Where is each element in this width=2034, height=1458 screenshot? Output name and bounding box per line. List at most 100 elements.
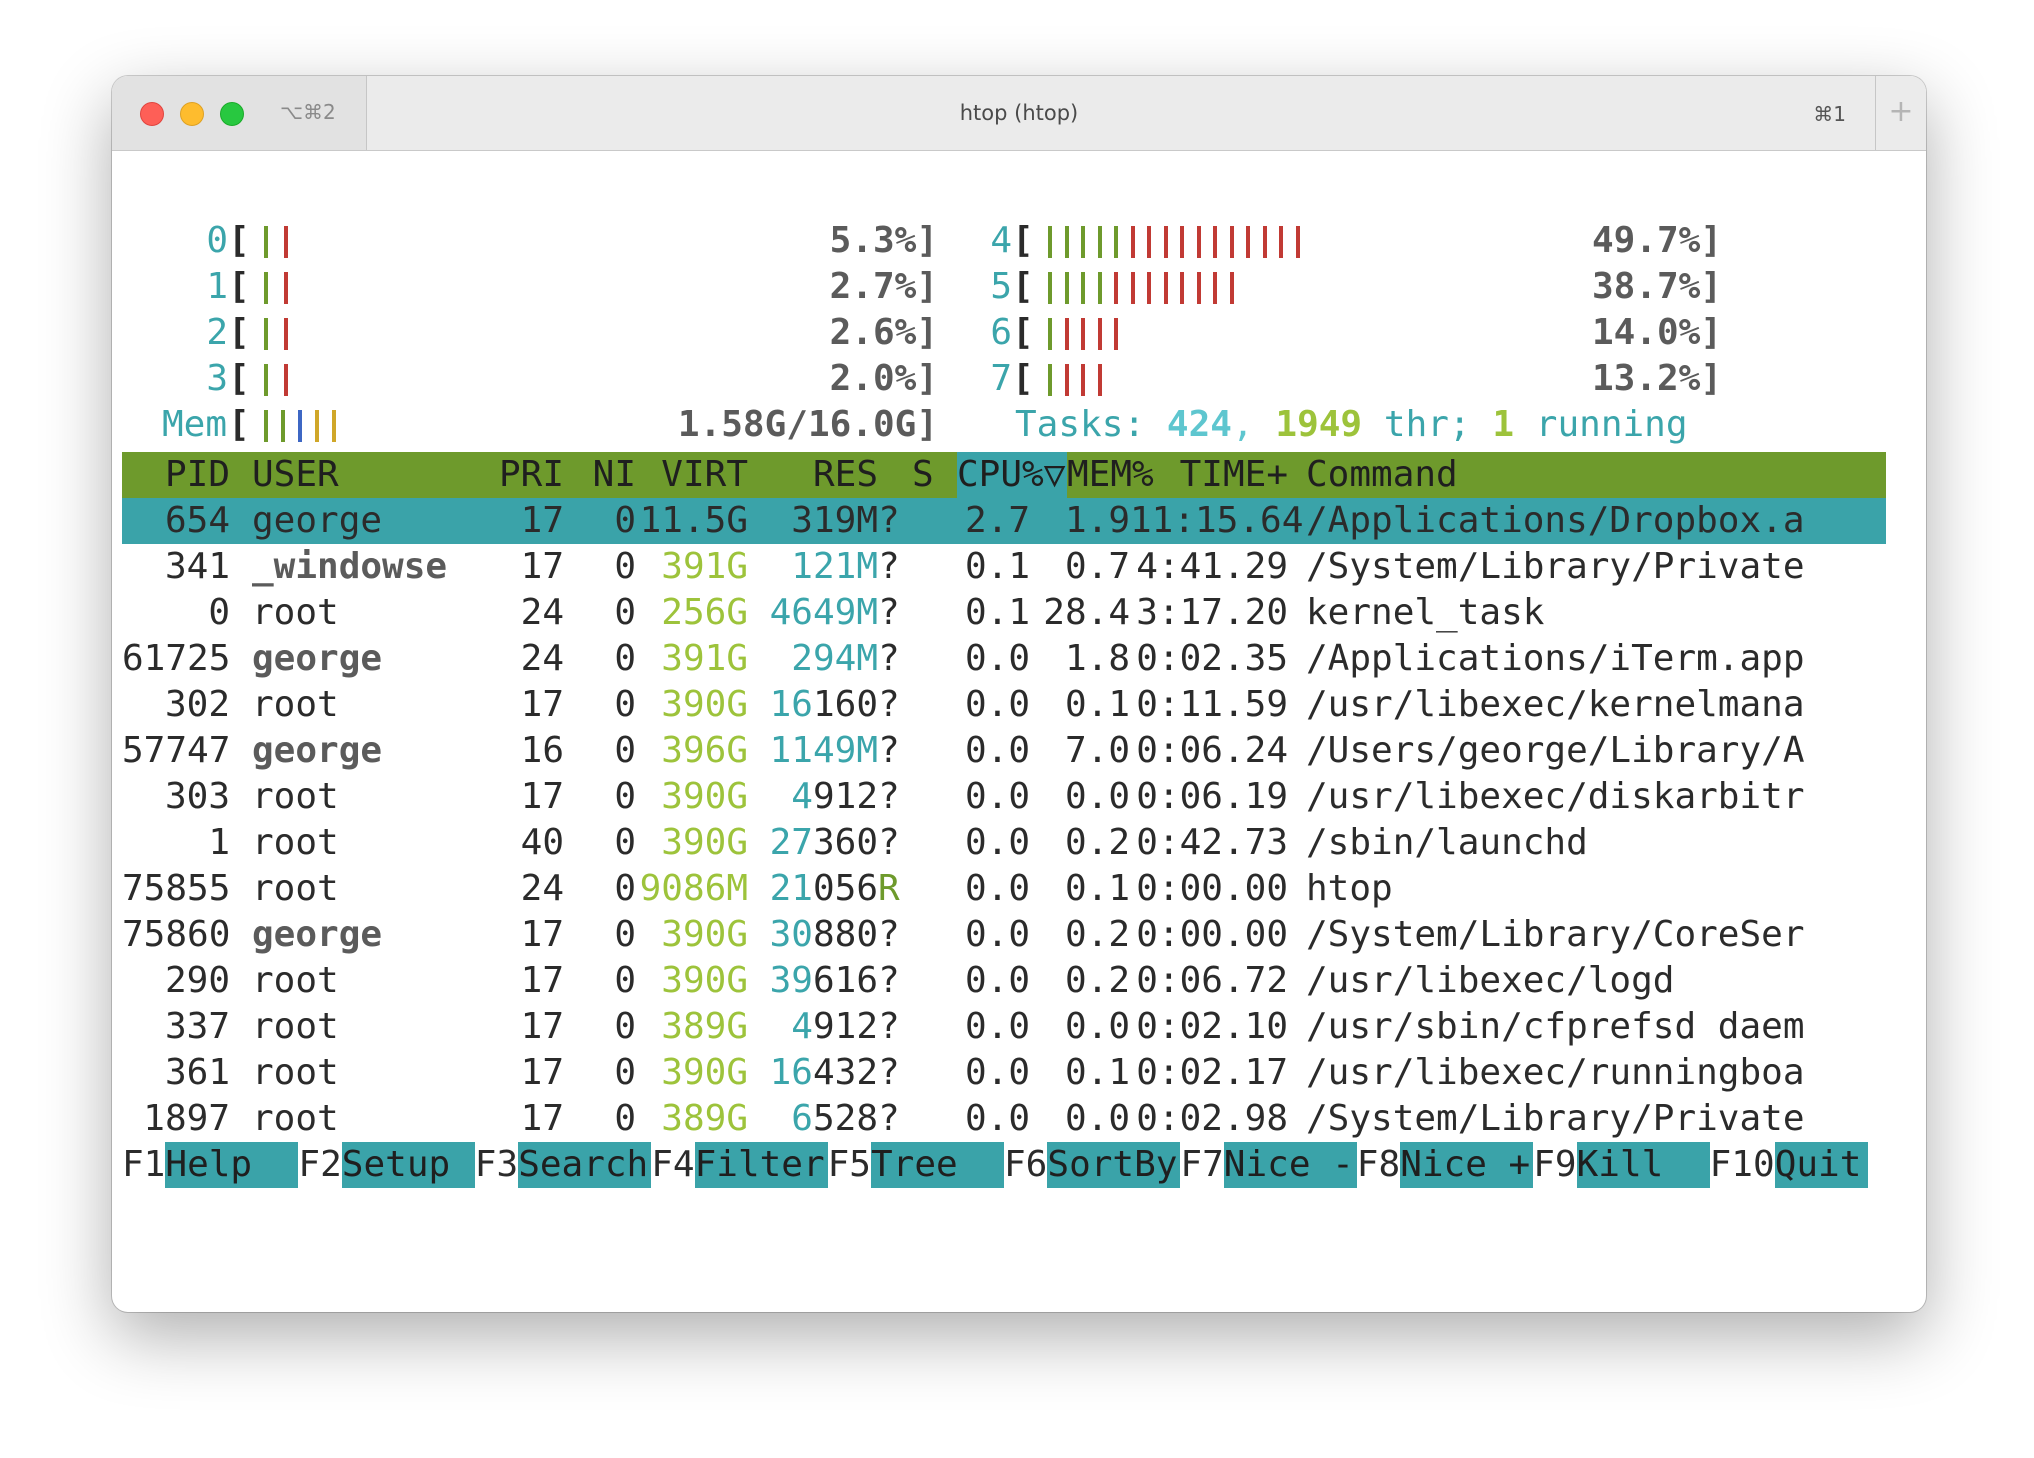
res: 21056 [748, 866, 878, 912]
command: /Applications/Dropbox.a [1306, 500, 1805, 541]
cpu-percent: 0.0 [964, 1052, 1030, 1093]
state: ? [878, 500, 900, 541]
command: /Users/george/Library/A [1306, 730, 1805, 771]
meter-open-bracket: [ [228, 266, 250, 307]
cpu-percent: 2.0%] [829, 358, 938, 399]
tab-shortcut-active: ⌘1 [1813, 102, 1846, 126]
cpu-percent: 49.7%] [1591, 220, 1722, 261]
fkey-filter-button[interactable]: Filter [694, 1142, 828, 1188]
cpu-6-bar-segment [1114, 318, 1118, 350]
header-pid[interactable]: PID [164, 454, 230, 495]
mem-bar-segment [264, 410, 268, 442]
running-label: running [1535, 404, 1688, 445]
process-row[interactable]: 0 root 24 0 256G 4649M? 0.1 28.4 3:17.20 kernel_t… [122, 590, 1886, 636]
priority: 24 [520, 638, 564, 679]
header-cpu[interactable]: CPU%▽ [957, 454, 1066, 495]
mem-bar-segment [315, 410, 319, 442]
header-mem[interactable]: MEM% [1067, 454, 1154, 495]
cpu-time: 0:00.00 [1136, 868, 1288, 909]
cpu-percent: 0.0 [964, 730, 1030, 771]
cpu-time: 11:15.64 [1130, 500, 1304, 541]
process-row[interactable]: 75860 george 17 0 390G 30880? 0.0 0.2 0:00.00/Sy… [122, 912, 1886, 958]
pid: 290 [164, 960, 230, 1001]
header-user[interactable]: USER [252, 454, 339, 495]
close-button[interactable] [140, 102, 164, 126]
cpu-2-bar-segment [284, 318, 288, 350]
minimize-button[interactable] [180, 102, 204, 126]
process-row[interactable]: 341 _windowse 17 0 391G 121M? 0.1 0.7 4:41.29/Sy… [122, 544, 1886, 590]
sort-column-highlight [957, 452, 1067, 498]
process-row[interactable]: 61725 george 24 0 391G 294M? 0.0 1.8 0:02.35/App… [122, 636, 1886, 682]
fkey-nice-button[interactable]: Nice - [1223, 1142, 1357, 1188]
mem-percent: 0.0 [1064, 776, 1130, 817]
nice: 0 [614, 822, 636, 863]
cpu-0-bar-segment [264, 226, 268, 258]
command: /System/Library/CoreSer [1306, 914, 1805, 955]
cpu-id: 3 [206, 358, 228, 399]
cpu-percent: 0.0 [964, 684, 1030, 725]
user: george [252, 500, 383, 541]
fkey-nice-button[interactable]: Nice + [1400, 1142, 1534, 1188]
cpu-time: 0:00.00 [1136, 914, 1288, 955]
header-command[interactable]: Command [1306, 454, 1458, 495]
command: /usr/libexec/runningboa [1306, 1052, 1805, 1093]
cpu-meter-0: 0[5.3%] [122, 218, 1886, 264]
fkey-quit-button[interactable]: Quit [1774, 1142, 1868, 1188]
htop-terminal[interactable]: 0[5.3%] 1[2.7%] 2[2.6%] 3[2.0%] 4[49.7%] 5[38… [122, 150, 1886, 1310]
cpu-6-bar-segment [1081, 318, 1085, 350]
user: root [252, 684, 339, 725]
process-row[interactable]: 57747 george 16 0 396G 1149M? 0.0 7.0 0:06.24/Us… [122, 728, 1886, 774]
process-row[interactable]: 1897 root 17 0 389G 6528? 0.0 0.0 0:02.98/System… [122, 1096, 1886, 1142]
process-row-selected[interactable]: 654 george 17 0 11.5G 319M? 2.7 1.9 11:15.64/App… [122, 498, 1886, 544]
header-s[interactable]: S [912, 454, 934, 495]
meter-open-bracket: [ [228, 312, 250, 353]
cpu-time: 0:02.10 [1136, 1006, 1288, 1047]
res-high-digits: 6 [791, 1098, 813, 1139]
state: ? [878, 592, 900, 633]
virt: 390G [661, 684, 748, 725]
command: /System/Library/Private [1306, 1098, 1805, 1139]
header-res[interactable]: RES [812, 454, 878, 495]
fkey-kill-button[interactable]: Kill [1576, 1142, 1710, 1188]
new-tab-button[interactable]: + [1875, 76, 1926, 150]
nice: 0 [614, 960, 636, 1001]
fkey-setup-button[interactable]: Setup [341, 1142, 475, 1188]
zoom-button[interactable] [220, 102, 244, 126]
process-row[interactable]: 337 root 17 0 389G 4912? 0.0 0.0 0:02.10/usr/sbi… [122, 1004, 1886, 1050]
priority: 17 [520, 960, 564, 1001]
command: kernel_task [1306, 592, 1545, 633]
cpu-5-bar-segment [1229, 272, 1234, 304]
cpu-percent: 2.6%] [829, 312, 938, 353]
process-row[interactable]: 75855 root 24 0 9086M 21056 R 0.0 0.1 0:00.00 htop [122, 866, 1886, 912]
res: 6528 [748, 1096, 878, 1142]
res-low-digits: 360 [812, 822, 878, 863]
res-high-digits: 4 [791, 1006, 813, 1047]
fkey-sortby-button[interactable]: SortBy [1047, 1142, 1181, 1188]
virt: 390G [661, 822, 748, 863]
process-row[interactable]: 302 root 17 0 390G 16160? 0.0 0.1 0:11.59/usr/li… [122, 682, 1886, 728]
process-table-header[interactable]: PID USER PRI NI VIRT RES S CPU%▽ MEM% TIME+ Comman… [122, 452, 1886, 498]
header-virt[interactable]: VIRT [661, 454, 748, 495]
state: ? [878, 914, 900, 955]
tab-inactive[interactable]: ⌥⌘2 [112, 76, 367, 150]
fkey-tree-button[interactable]: Tree [871, 1142, 1004, 1188]
process-row[interactable]: 290 root 17 0 390G 39616? 0.0 0.2 0:06.72/usr/li… [122, 958, 1886, 1004]
fkey-search-button[interactable]: Search [518, 1142, 652, 1188]
cpu-5-bar-segment [1097, 272, 1102, 304]
cpu-5-bar-segment [1048, 272, 1052, 304]
mem-percent: 0.0 [1064, 1006, 1130, 1047]
cpu-4-bar-segment [1097, 226, 1102, 258]
process-row[interactable]: 303 root 17 0 390G 4912? 0.0 0.0 0:06.19/usr/lib… [122, 774, 1886, 820]
res-high-digits: 30 [769, 914, 813, 955]
process-row[interactable]: 361 root 17 0 390G 16432? 0.0 0.1 0:02.17/usr/li… [122, 1050, 1886, 1096]
process-row[interactable]: 1 root 40 0 390G 27360? 0.0 0.2 0:42.73/sbin/lau… [122, 820, 1886, 866]
threads-count: 1949 [1275, 404, 1363, 445]
virt: 389G [661, 1006, 748, 1047]
mem-percent: 0.1 [1064, 868, 1130, 909]
threads-label: thr; [1383, 404, 1471, 445]
header-pri[interactable]: PRI [498, 454, 564, 495]
header-ni[interactable]: NI [592, 454, 636, 495]
fkey-help-button[interactable]: Help [165, 1142, 299, 1188]
header-time[interactable]: TIME+ [1179, 454, 1288, 495]
user: root [252, 592, 339, 633]
